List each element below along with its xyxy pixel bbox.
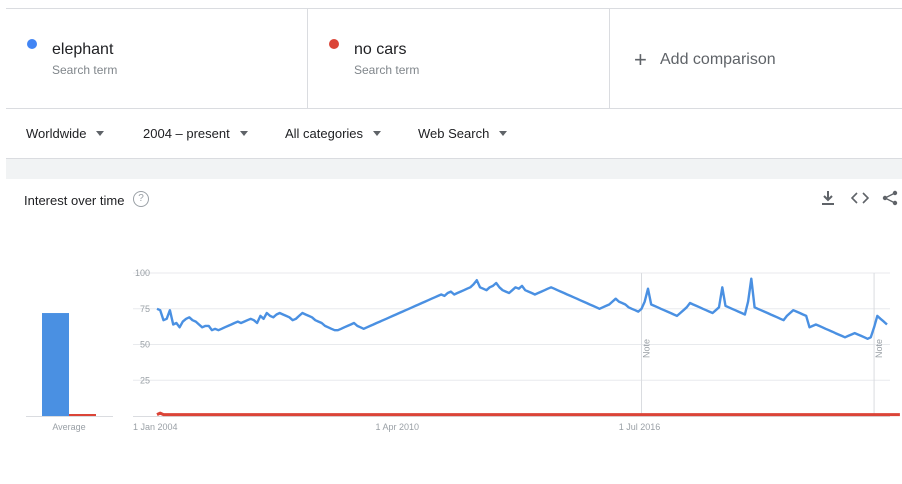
- note-label: Note: [642, 339, 652, 358]
- search-type-label: Web Search: [418, 126, 490, 141]
- download-icon[interactable]: [821, 190, 835, 209]
- y-tick-label: 25: [140, 375, 150, 385]
- y-tick-label: 100: [135, 268, 150, 278]
- time-range-dropdown[interactable]: 2004 – present: [143, 126, 248, 141]
- chevron-down-icon: [373, 131, 382, 136]
- chevron-down-icon: [96, 131, 105, 136]
- term-card-no-cars[interactable]: no cars Search term: [308, 9, 610, 108]
- average-label: Average: [52, 422, 85, 432]
- y-tick-label: 50: [140, 340, 150, 350]
- series-line-elephant: [156, 277, 888, 340]
- term-sub: Search term: [354, 63, 420, 77]
- section-title: Interest over time: [24, 193, 125, 208]
- chevron-down-icon: [239, 131, 248, 136]
- series-color-dot-elephant: [27, 39, 37, 49]
- category-dropdown[interactable]: All categories: [285, 126, 382, 141]
- x-tick-label: 1 Jan 2004: [133, 422, 178, 432]
- x-tick-label: 1 Jul 2016: [619, 422, 661, 432]
- share-icon[interactable]: [882, 190, 898, 209]
- category-label: All categories: [285, 126, 364, 141]
- series-lines: [156, 277, 900, 417]
- note-markers: Note Note: [641, 273, 884, 416]
- add-comparison-label: Add comparison: [660, 51, 776, 68]
- series-color-dot-no-cars: [329, 39, 339, 49]
- average-bar-no-cars: [69, 414, 96, 416]
- term-sub: Search term: [52, 63, 118, 77]
- search-terms-bar: elephant Search term no cars Search term…: [6, 8, 902, 109]
- note-label: Note: [874, 339, 884, 358]
- average-bars: Average: [26, 313, 113, 432]
- add-comparison-button[interactable]: + Add comparison: [610, 9, 902, 108]
- gridlines: 25 50 75 100: [133, 268, 890, 417]
- chevron-down-icon: [499, 131, 508, 136]
- average-bar-elephant: [42, 313, 69, 416]
- time-range-label: 2004 – present: [143, 126, 230, 141]
- region-dropdown[interactable]: Worldwide: [26, 126, 105, 141]
- y-tick-label: 75: [140, 304, 150, 314]
- search-type-dropdown[interactable]: Web Search: [418, 126, 508, 141]
- term-label: no cars: [354, 41, 407, 58]
- term-card-elephant[interactable]: elephant Search term: [6, 9, 308, 108]
- filters-bar: Worldwide 2004 – present All categories …: [0, 112, 902, 158]
- term-label: elephant: [52, 41, 114, 58]
- plus-icon: +: [634, 47, 647, 72]
- embed-icon[interactable]: [850, 190, 870, 209]
- x-tick-label: 1 Apr 2010: [375, 422, 419, 432]
- section-divider: [6, 158, 902, 179]
- region-label: Worldwide: [26, 126, 87, 141]
- help-icon[interactable]: ?: [133, 191, 149, 207]
- series-line-no-cars: [156, 411, 900, 417]
- interest-over-time-chart: Average 25 50 75 100 Note Note 1 Jan 2004 1 A…: [26, 268, 900, 432]
- x-axis-ticks: 1 Jan 2004 1 Apr 2010 1 Jul 2016: [133, 422, 660, 432]
